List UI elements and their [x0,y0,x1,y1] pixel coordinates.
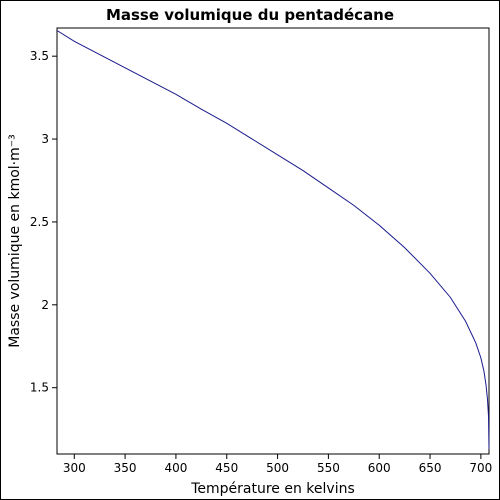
x-tick-label: 300 [63,461,86,475]
x-tick-label: 350 [114,461,137,475]
x-tick-label: 650 [419,461,442,475]
y-tick-label: 3.5 [30,49,49,63]
x-axis-label: Température en kelvins [190,481,355,497]
series-line-density [56,30,490,450]
x-tick-label: 450 [215,461,238,475]
y-tick-label: 3 [41,132,49,146]
y-axis-label: Masse volumique en kmol·m⁻³ [7,134,23,348]
y-tick-label: 1.5 [30,381,49,395]
x-tick-label: 700 [469,461,492,475]
y-tick-label: 2 [41,298,49,312]
chart-title: Masse volumique du pentadécane [106,6,394,24]
y-tick-label: 2.5 [30,215,49,229]
plot-frame [56,27,490,455]
y-axis: 1.5 2 2.5 3 3.5 [30,49,57,395]
x-tick-label: 600 [368,461,391,475]
x-tick-label: 400 [164,461,187,475]
x-tick-label: 500 [266,461,289,475]
x-axis: 300 350 400 450 500 550 600 650 700 [63,454,492,475]
x-tick-label: 550 [317,461,340,475]
